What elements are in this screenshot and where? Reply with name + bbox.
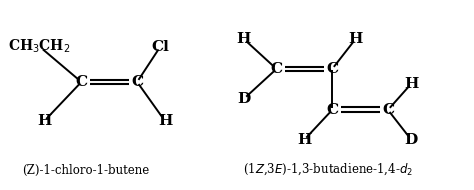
Text: C: C — [75, 75, 87, 89]
Text: C: C — [326, 103, 338, 117]
Text: C: C — [382, 103, 394, 117]
Text: H: H — [37, 114, 51, 128]
Text: CH$_3$CH$_2$: CH$_3$CH$_2$ — [9, 38, 71, 55]
Text: C: C — [271, 62, 283, 76]
Text: H: H — [237, 32, 251, 46]
Text: D: D — [237, 92, 251, 106]
Text: H: H — [158, 114, 172, 128]
Text: H: H — [297, 133, 311, 147]
Text: C: C — [131, 75, 143, 89]
Text: D: D — [405, 133, 418, 147]
Text: C: C — [326, 62, 338, 76]
Text: H: H — [404, 77, 419, 91]
Text: (Z)-1-chloro-1-butene: (Z)-1-chloro-1-butene — [22, 164, 150, 177]
Text: H: H — [348, 32, 363, 46]
Text: Cl: Cl — [151, 40, 169, 54]
Text: (1$\it{Z}$,3$\it{E}$)-1,3-butadiene-1,4-$d_2$: (1$\it{Z}$,3$\it{E}$)-1,3-butadiene-1,4-… — [243, 162, 412, 177]
